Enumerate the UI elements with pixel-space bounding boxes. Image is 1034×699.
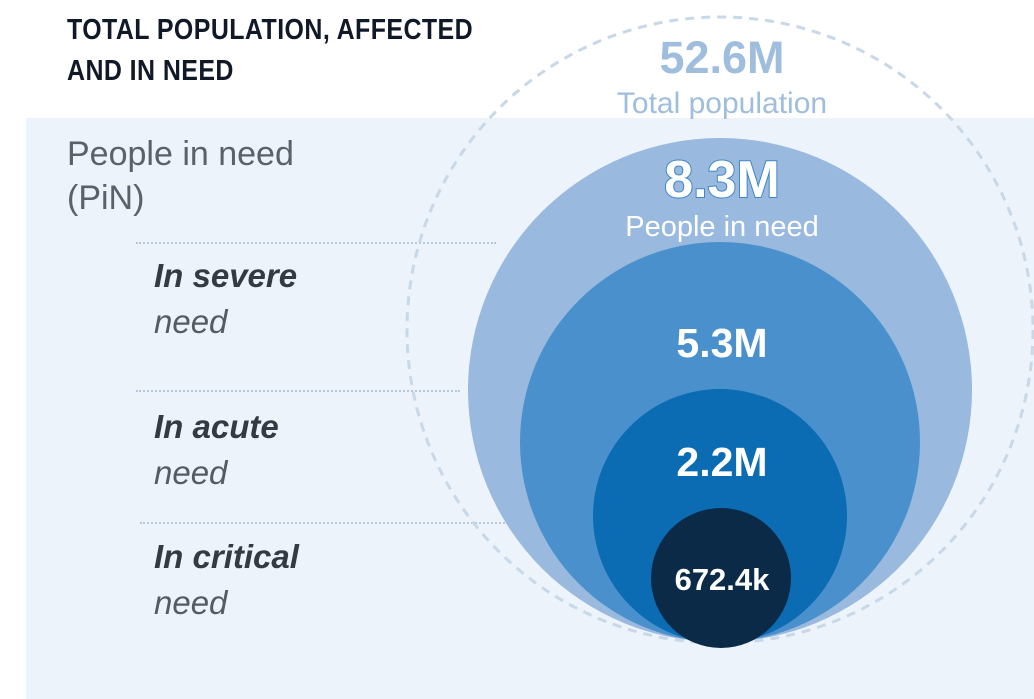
category-severe-emph: In severe xyxy=(154,257,298,294)
category-acute-emph: In acute xyxy=(154,408,279,445)
category-critical-emph: In critical xyxy=(154,538,299,575)
severe-need-value: 5.3M xyxy=(676,320,767,366)
divider-acute xyxy=(136,390,460,392)
category-severe: In severe need xyxy=(154,253,297,345)
total-population-value: 52.6M xyxy=(659,32,784,83)
category-acute: In acute need xyxy=(154,404,279,496)
people-in-need-caption: People in need xyxy=(625,211,819,243)
critical-need-value: 672.4k xyxy=(675,562,771,597)
divider-critical xyxy=(140,522,520,524)
total-population-circle xyxy=(405,15,1034,645)
category-critical-rest: need xyxy=(154,584,228,621)
people-in-need-label: People in need (PiN) xyxy=(67,132,307,220)
category-severe-rest: need xyxy=(154,303,228,340)
critical-need-circle xyxy=(651,508,791,648)
people-in-need-value: 8.3M xyxy=(664,151,780,209)
pin-label-text: People in need (PiN) xyxy=(67,135,294,217)
chart-title: TOTAL POPULATION, AFFECTED AND IN NEED xyxy=(67,14,474,87)
total-population-caption: Total population xyxy=(617,87,827,120)
acute-need-value: 2.2M xyxy=(676,439,767,485)
category-acute-rest: need xyxy=(154,454,228,491)
category-critical: In critical need xyxy=(154,534,299,626)
divider-severe xyxy=(136,242,496,244)
